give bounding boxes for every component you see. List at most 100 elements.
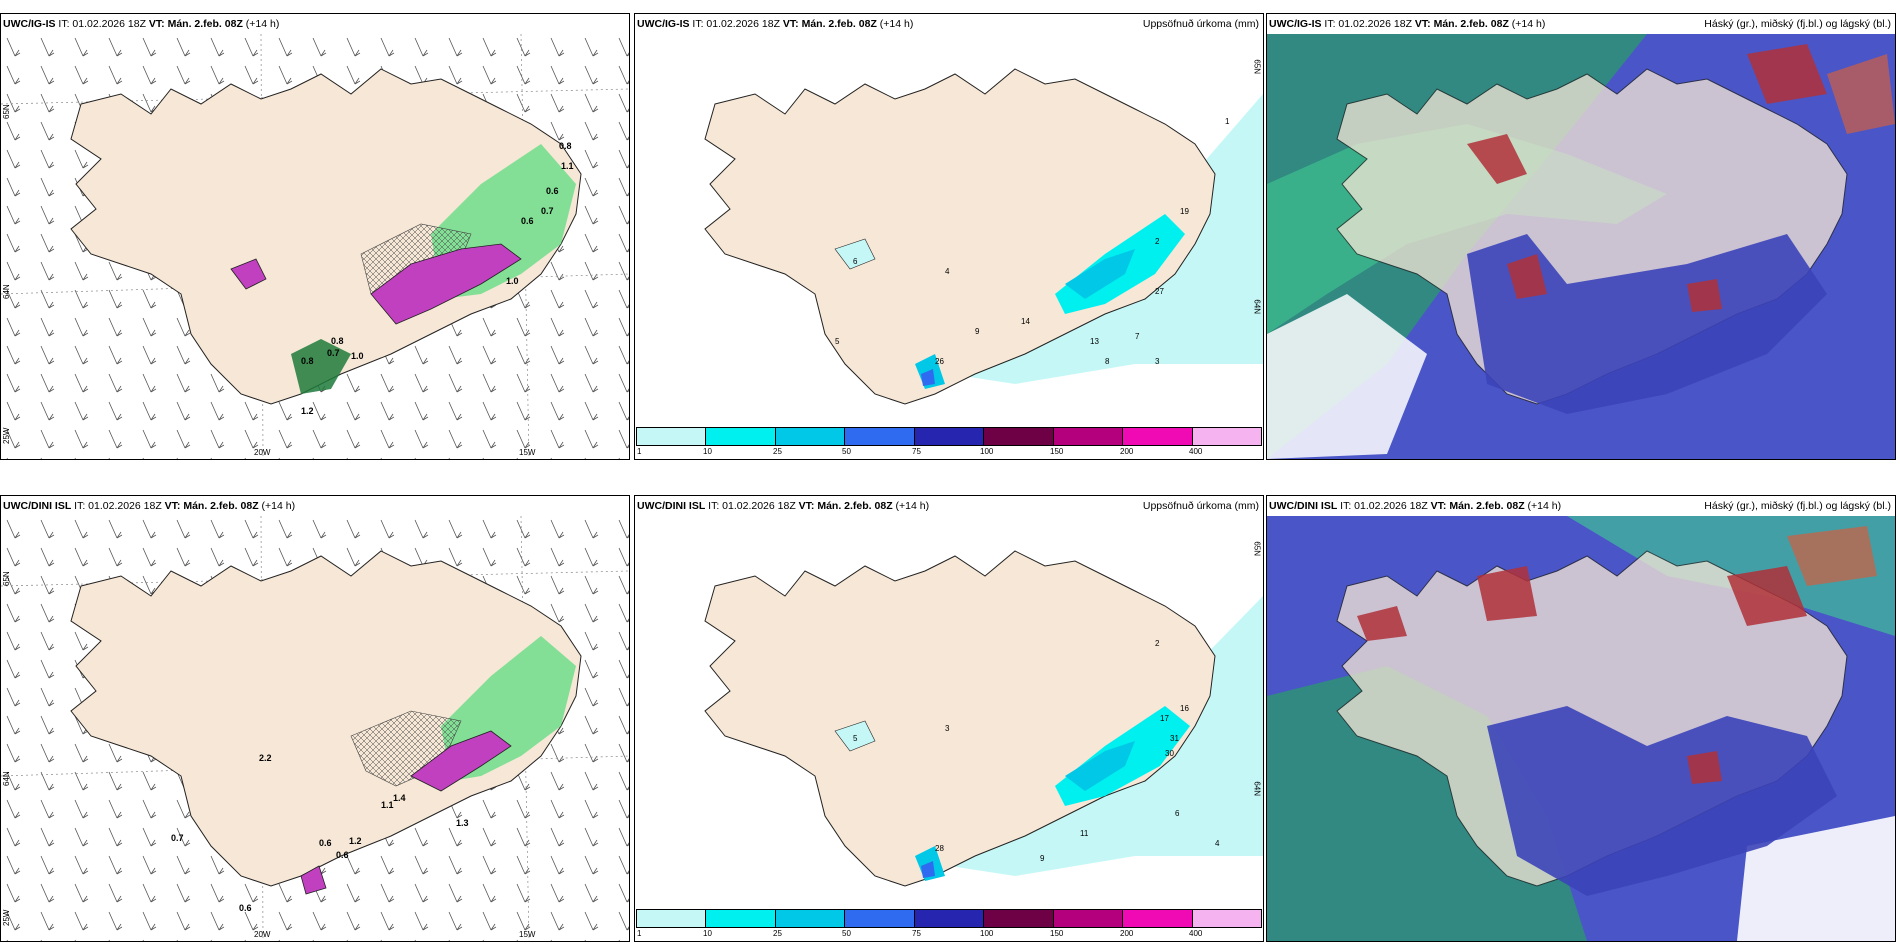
panel-igis-clouds: UWC/IG-IS IT: 01.02.2026 18Z VT: Mán. 2.… xyxy=(1266,13,1896,460)
precip-value: 6 xyxy=(1175,809,1180,818)
precip-value: 8 xyxy=(1105,357,1110,366)
iceland-land xyxy=(70,550,582,887)
legend-tick: 75 xyxy=(912,447,921,456)
legend-swatch xyxy=(984,910,1054,927)
cloud-orange xyxy=(1787,526,1877,586)
lead-time: (+14 h) xyxy=(245,18,280,30)
legend-colorbar xyxy=(636,427,1262,446)
lat-label-64: 64N xyxy=(1253,299,1262,314)
legend-swatch xyxy=(775,910,846,927)
precip-value: 2 xyxy=(1155,237,1160,246)
wind-value: 1.4 xyxy=(393,793,406,803)
precip-value: 28 xyxy=(935,844,944,853)
wind-value: 1.2 xyxy=(349,836,362,846)
lat-label-65: 65N xyxy=(2,104,11,119)
init-time: IT: 01.02.2026 18Z xyxy=(1340,500,1428,512)
legend-swatch xyxy=(845,428,915,445)
legend-swatch xyxy=(984,428,1054,445)
valid-time: VT: Mán. 2.feb. 08Z xyxy=(164,500,259,512)
precip-legend: 1 10 25 50 75 100 150 200 400 xyxy=(636,909,1262,939)
lat-label-65: 65N xyxy=(2,571,11,586)
field-title: Uppsöfnuð úrkoma (mm) xyxy=(1142,18,1259,30)
legend-tick: 10 xyxy=(703,447,712,456)
map-area: 2.2 0.7 0.6 0.6 1.2 1.1 1.4 0.6 1.3 xyxy=(1,516,629,941)
panel-dini-clouds: UWC/DINI ISL IT: 01.02.2026 18Z VT: Mán.… xyxy=(1266,495,1896,942)
legend-tick: 75 xyxy=(912,929,921,938)
panel-igis-wind: UWC/IG-IS IT: 01.02.2026 18Z VT: Mán. 2.… xyxy=(0,13,630,460)
init-time: IT: 01.02.2026 18Z xyxy=(692,18,780,30)
wind-value: 1.0 xyxy=(351,351,364,361)
wind-value: 0.6 xyxy=(546,186,559,196)
panel-dini-precip: UWC/DINI ISL IT: 01.02.2026 18Z VT: Mán.… xyxy=(634,495,1264,942)
cloud-high xyxy=(1357,566,1807,784)
precip-cyan-dark xyxy=(1065,741,1135,791)
lead-time: (+14 h) xyxy=(895,500,930,512)
legend-tick: 400 xyxy=(1189,929,1203,938)
legend-swatch xyxy=(914,910,985,927)
wind-value: 0.6 xyxy=(336,850,349,860)
legend-swatch xyxy=(637,428,707,445)
precip-value: 2 xyxy=(1155,639,1160,648)
init-time: IT: 01.02.2026 18Z xyxy=(1324,18,1412,30)
cloud-clear xyxy=(1267,294,1427,459)
map-area xyxy=(1267,516,1895,941)
cloud-low xyxy=(1487,706,1837,896)
cloud-map-svg xyxy=(1267,516,1895,941)
legend-swatch xyxy=(914,428,985,445)
field-title: Háský (gr.), miðský (fj.bl.) og lágský (… xyxy=(1704,500,1891,512)
precip-magenta-south xyxy=(300,865,327,895)
panel-header: UWC/IG-IS IT: 01.02.2026 18Z VT: Mán. 2.… xyxy=(635,14,1263,34)
legend-tick: 50 xyxy=(842,929,851,938)
lon-label-15: 15W xyxy=(519,930,536,939)
legend-colorbar xyxy=(636,909,1262,928)
legend-swatch xyxy=(1053,428,1124,445)
iceland-land xyxy=(70,68,582,405)
cloud-clear xyxy=(1737,816,1895,941)
panel-dini-wind: UWC/DINI ISL IT: 01.02.2026 18Z VT: Mán.… xyxy=(0,495,630,942)
precip-value: 27 xyxy=(1155,287,1164,296)
precip-value: 30 xyxy=(1165,749,1174,758)
legend-tick: 10 xyxy=(703,929,712,938)
valid-time: VT: Mán. 2.feb. 08Z xyxy=(1430,500,1525,512)
legend-swatch xyxy=(706,910,776,927)
lat-label-65: 65N xyxy=(1253,541,1262,556)
precip-value: 3 xyxy=(945,724,950,733)
wind-value: 0.6 xyxy=(239,903,252,913)
wind-value: 2.2 xyxy=(259,753,272,763)
model-name: UWC/IG-IS xyxy=(637,18,690,30)
wind-map-svg: 2.2 0.7 0.6 0.6 1.2 1.1 1.4 0.6 1.3 xyxy=(1,516,629,941)
wind-value: 0.8 xyxy=(331,336,344,346)
lead-time: (+14 h) xyxy=(261,500,296,512)
panel-header: UWC/IG-IS IT: 01.02.2026 18Z VT: Mán. 2.… xyxy=(1267,14,1895,34)
wind-value: 0.8 xyxy=(559,141,572,151)
precip-map-svg: 1 2 6 4 5 9 14 13 26 27 19 7 8 3 xyxy=(704,68,1263,405)
precip-value: 14 xyxy=(1021,317,1030,326)
valid-time: VT: Mán. 2.feb. 08Z xyxy=(148,18,243,30)
legend-tick: 150 xyxy=(1050,447,1064,456)
lat-label-64: 64N xyxy=(2,771,11,786)
map-area: 0.8 1.1 0.6 0.7 0.6 1.0 0.8 0.7 1.0 0.8 … xyxy=(1,34,629,459)
precip-inland xyxy=(834,238,876,270)
legend-tick: 1 xyxy=(637,929,642,938)
model-name: UWC/IG-IS xyxy=(1269,18,1322,30)
wind-value: 0.7 xyxy=(541,206,554,216)
panel-header: UWC/DINI ISL IT: 01.02.2026 18Z VT: Mán.… xyxy=(1,496,629,516)
wind-value: 0.7 xyxy=(327,348,340,358)
precip-value: 31 xyxy=(1170,734,1179,743)
init-time: IT: 01.02.2026 18Z xyxy=(708,500,796,512)
panel-header: UWC/IG-IS IT: 01.02.2026 18Z VT: Mán. 2.… xyxy=(1,14,629,34)
lon-label-20: 20W xyxy=(254,930,271,939)
precip-green-south xyxy=(291,339,351,394)
wind-value: 1.1 xyxy=(561,161,574,171)
wind-map-svg: 0.8 1.1 0.6 0.7 0.6 1.0 0.8 0.7 1.0 0.8 … xyxy=(1,34,629,459)
init-time: IT: 01.02.2026 18Z xyxy=(74,500,162,512)
legend-tick: 1 xyxy=(637,447,642,456)
wind-value: 0.7 xyxy=(171,833,184,843)
legend-swatch xyxy=(845,910,915,927)
wind-value: 1.3 xyxy=(456,818,469,828)
map-area: 2 5 3 28 31 30 16 17 11 9 6 4 xyxy=(635,516,1263,941)
valid-time: VT: Mán. 2.feb. 08Z xyxy=(1414,18,1509,30)
wind-value: 1.0 xyxy=(506,276,519,286)
legend-swatch xyxy=(775,428,846,445)
lead-time: (+14 h) xyxy=(1527,500,1562,512)
